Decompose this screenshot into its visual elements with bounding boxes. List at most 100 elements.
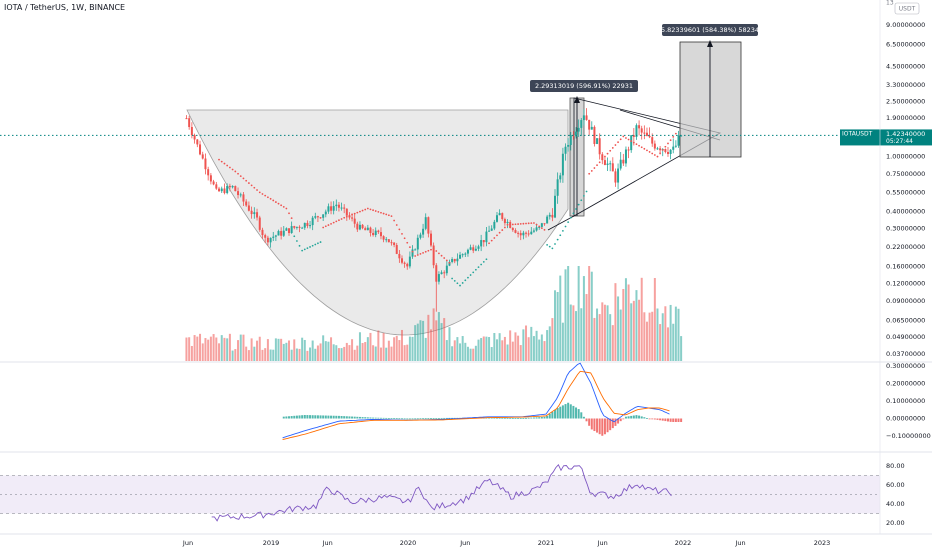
candle-body (403, 262, 406, 264)
volume-bar (653, 278, 656, 361)
candle-body (567, 144, 570, 147)
candle-body (611, 163, 614, 172)
candle-body (237, 191, 240, 196)
macd-histogram-bar (493, 417, 496, 419)
volume-bar (185, 337, 188, 361)
sar-dot (419, 253, 422, 255)
rsi-pane: 80.00 60.00 40.00 20.00 (0, 451, 932, 527)
macd-histogram-bar (514, 418, 517, 419)
candle-body (309, 225, 312, 227)
volume-bar (234, 349, 237, 361)
sar-dot (638, 144, 640, 147)
candle-body (577, 127, 580, 132)
candle-body (585, 115, 588, 120)
macd-histogram-bar (532, 417, 535, 419)
sar-dot (525, 222, 527, 225)
macd-histogram-bar (645, 418, 648, 419)
sar-dot (242, 177, 245, 180)
volume-bar (319, 343, 322, 361)
time-axis-tick: 2019 (263, 539, 280, 547)
candle-body (432, 245, 435, 266)
volume-bar (656, 308, 659, 361)
candle-body (253, 212, 256, 215)
candle-body (482, 240, 485, 243)
sar-dot (651, 152, 654, 155)
candle-body (416, 237, 419, 250)
candle-body (606, 163, 609, 165)
sar-dot (443, 257, 446, 259)
sar-dot (646, 149, 648, 152)
sar-dot (438, 252, 440, 255)
sar-dot (519, 222, 522, 225)
volume-bar (543, 341, 546, 361)
price-axis-tick: 0.40000000 (886, 207, 925, 215)
volume-bar (353, 349, 356, 361)
macd-histogram-bar (632, 415, 635, 419)
sar-dot (506, 223, 509, 226)
price-axis-tick: 0.04900000 (886, 333, 925, 341)
volume-bar (474, 345, 477, 361)
volume-bar (624, 278, 627, 361)
candle-body (290, 226, 293, 234)
sar-dot (364, 208, 367, 211)
volume-bar (356, 345, 359, 361)
candle-body (517, 232, 520, 234)
macd-histogram-bar (572, 405, 575, 419)
macd-histogram-bar (588, 418, 591, 426)
candle-body (345, 208, 348, 216)
volume-bar (295, 348, 298, 361)
candle-body (430, 233, 432, 246)
volume-bar (335, 345, 338, 361)
symmetrical-triangle (573, 97, 722, 217)
sar-dot (609, 149, 612, 152)
candle-body (212, 181, 215, 185)
volume-bar (606, 305, 609, 361)
sar-dot (374, 210, 377, 212)
candle-body (624, 149, 627, 164)
candle-body (274, 235, 277, 237)
volume-bar (498, 333, 501, 361)
candle-body (601, 154, 604, 161)
macd-histogram-bar (335, 415, 338, 419)
candle-body (372, 232, 375, 236)
candle-body (361, 224, 364, 229)
macd-line (282, 362, 670, 439)
sar-dot (533, 222, 535, 224)
volume-bar (666, 327, 669, 361)
volume-bar (617, 296, 620, 361)
candle-body (645, 132, 648, 136)
sar-dot (348, 214, 351, 217)
sar-dot (575, 208, 577, 210)
sar-dot (288, 212, 290, 215)
macd-histogram-bar (651, 418, 654, 420)
macd-histogram-bar (443, 417, 446, 419)
sar-dot (617, 141, 619, 144)
sar-dot (517, 223, 519, 225)
macd-histogram-bar (306, 415, 309, 419)
sar-dot (459, 284, 461, 287)
candle-body (204, 158, 207, 170)
macd-histogram-bar (290, 416, 293, 419)
volume-bar (369, 332, 372, 361)
macd-histogram-bar (353, 416, 356, 419)
candle-body (614, 171, 617, 183)
candle-body (314, 216, 317, 218)
candle-body (393, 242, 396, 246)
volume-bar (564, 269, 567, 361)
symbol-title: IOTA / TetherUS, 1W, BINANCE (4, 3, 126, 12)
volume-bar (201, 343, 204, 361)
sar-dot (672, 135, 675, 138)
candle-body (622, 159, 625, 164)
candle-body (234, 185, 237, 192)
candle-body (490, 228, 493, 231)
candle-body (215, 184, 218, 189)
macd-histogram-bar (369, 417, 372, 419)
volume-bar (680, 336, 683, 361)
sar-dot (522, 222, 525, 225)
sar-dot (387, 214, 390, 217)
macd-histogram-bar (358, 416, 361, 419)
candle-body (603, 160, 606, 165)
volume-bar (596, 308, 599, 361)
macd-histogram-bar (324, 415, 327, 419)
candle-body (437, 274, 440, 282)
